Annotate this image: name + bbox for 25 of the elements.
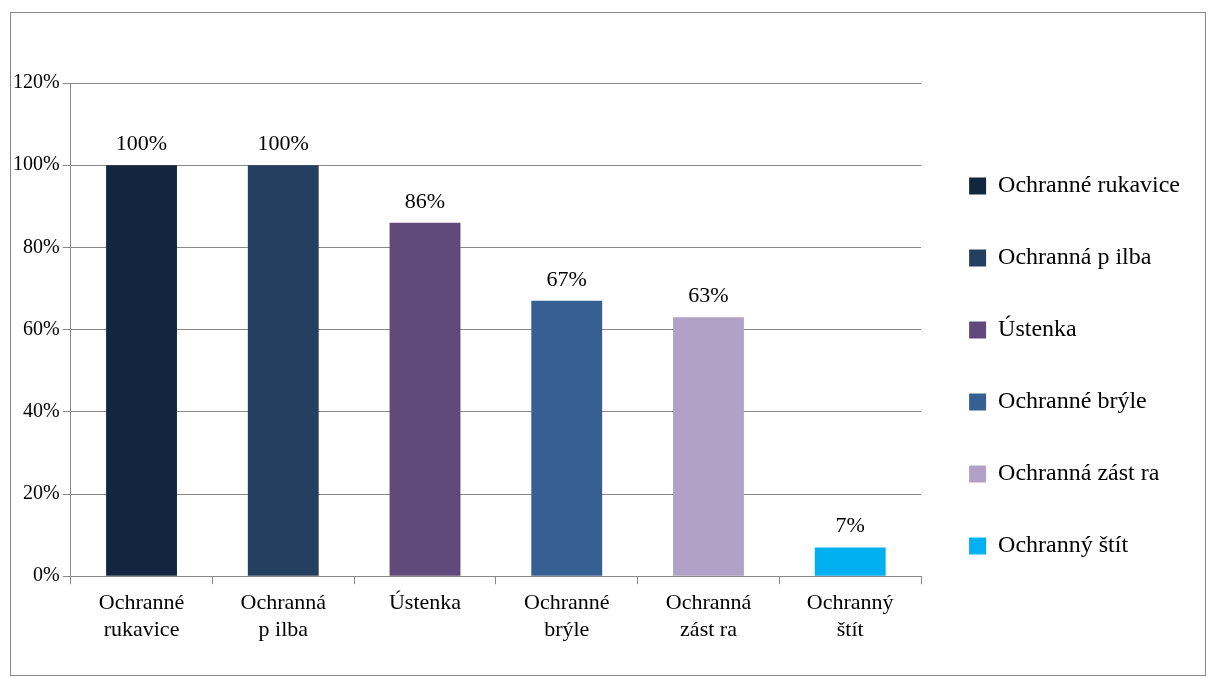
data-label: 86% xyxy=(404,187,446,213)
x-tick-label: Ústenka xyxy=(388,589,462,615)
data-label: 63% xyxy=(688,282,729,308)
y-tick-label: 20% xyxy=(22,481,60,504)
y-tick-label: 60% xyxy=(22,316,60,339)
x-tick-label: Ochranný štít xyxy=(806,589,894,641)
y-tick-label: 40% xyxy=(22,399,60,422)
legend-label: Ochranný štít xyxy=(998,531,1129,558)
y-tick-label: 80% xyxy=(22,234,60,257)
legend-label: Ochranné brýle xyxy=(998,387,1147,414)
y-tick-label: 100% xyxy=(12,152,60,175)
data-label: 7% xyxy=(835,512,865,538)
x-tick-label: Ochranné rukavice xyxy=(98,589,185,641)
legend-label: Ochranné rukavice xyxy=(998,171,1181,198)
data-label: 67% xyxy=(546,265,587,291)
legend-label: Ústenka xyxy=(998,315,1078,342)
x-tick-label: Ochranná zást ra xyxy=(665,589,752,641)
legend-label: Ochranná p ilba xyxy=(998,243,1152,270)
y-tick-label: 120% xyxy=(12,70,60,93)
data-label: 100% xyxy=(115,129,168,155)
x-tick-label: Ochranné brýle xyxy=(523,589,610,641)
data-label: 100% xyxy=(257,129,309,155)
x-tick-label: Ochranná p ilba xyxy=(240,589,327,641)
legend-label: Ochranná zást ra xyxy=(998,459,1160,486)
y-tick-label: 0% xyxy=(32,563,60,586)
